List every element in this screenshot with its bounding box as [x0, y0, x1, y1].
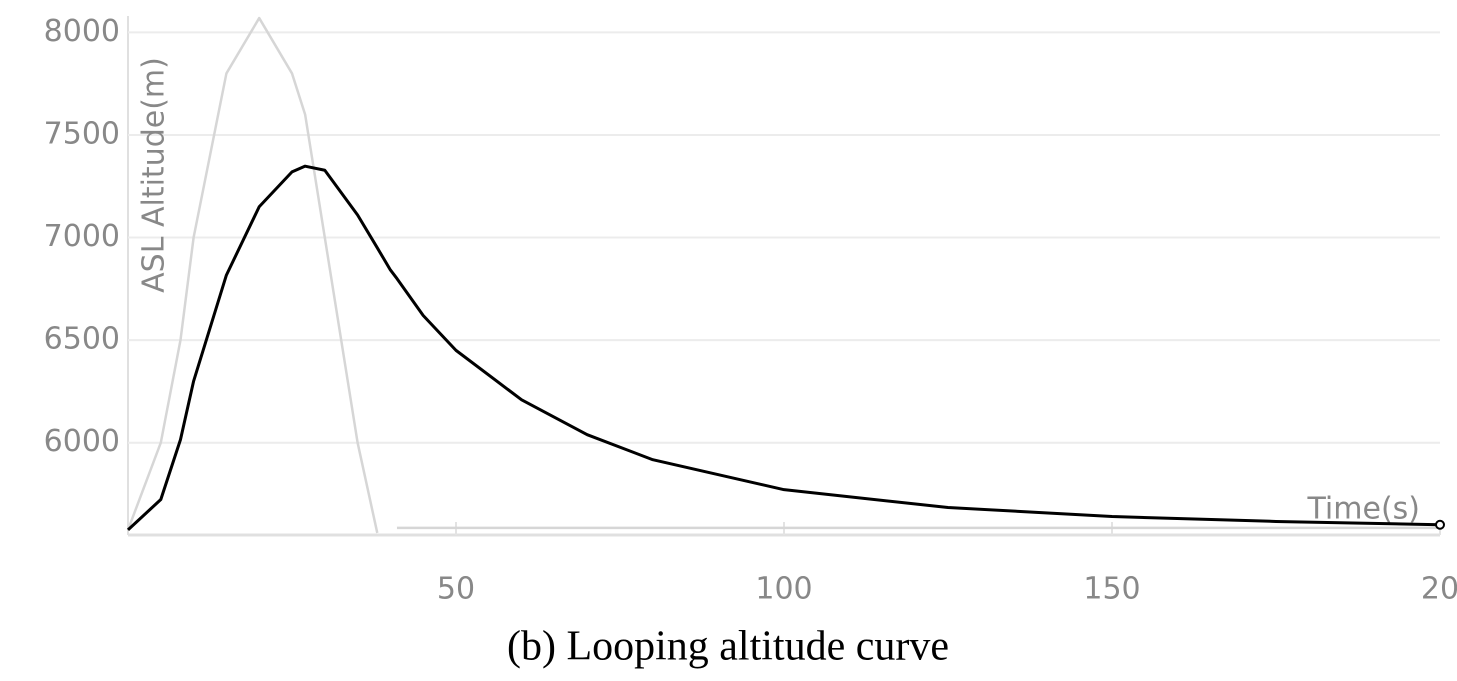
x-tick-label: 150 [1083, 572, 1140, 607]
line [126, 164, 1441, 531]
x-axis-label: Time(s) [1307, 492, 1420, 527]
y-tick-label: 6000 [44, 424, 120, 459]
end-marker [1435, 519, 1445, 530]
y-axis-label: ASL Altitude(m) [137, 57, 172, 293]
x-tick-label: 20 [1421, 572, 1457, 607]
y-tick-label: 6500 [44, 322, 120, 357]
y-tick-label: 7500 [44, 116, 120, 151]
caption: (b) Looping altitude curve [507, 624, 949, 670]
y-tick-label: 8000 [44, 14, 120, 49]
x-tick-label: 100 [755, 572, 812, 607]
x-tick-label: 50 [437, 572, 475, 607]
y-tick-label: 7000 [44, 219, 120, 254]
line [126, 16, 1440, 534]
